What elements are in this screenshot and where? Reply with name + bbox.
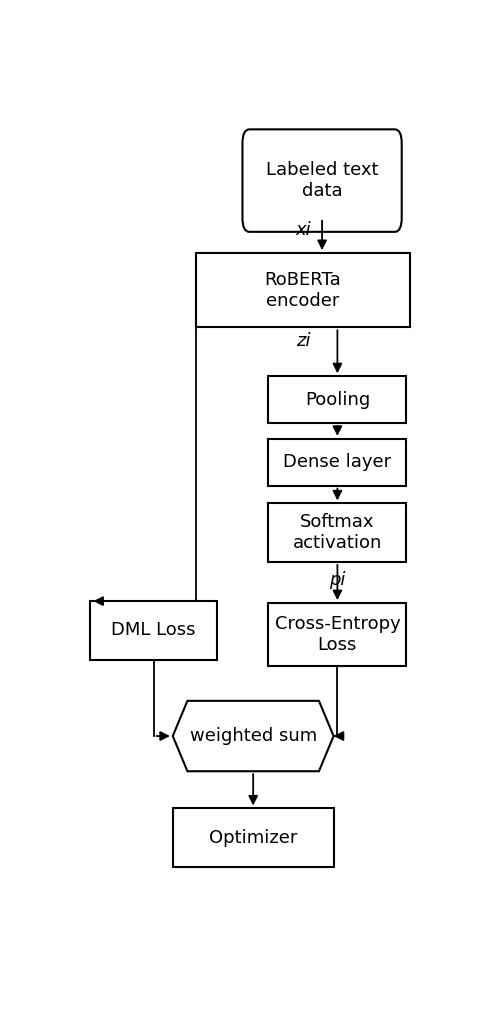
- Text: weighted sum: weighted sum: [190, 727, 317, 745]
- Text: Labeled text
data: Labeled text data: [266, 162, 378, 200]
- Text: Dense layer: Dense layer: [284, 453, 391, 471]
- Bar: [269, 604, 406, 665]
- Bar: [269, 439, 406, 486]
- Text: Cross-Entropy
Loss: Cross-Entropy Loss: [275, 615, 400, 653]
- Text: zi: zi: [296, 332, 310, 350]
- FancyBboxPatch shape: [243, 129, 402, 232]
- Text: RoBERTa
encoder: RoBERTa encoder: [265, 270, 341, 310]
- Text: Optimizer: Optimizer: [209, 829, 297, 846]
- Polygon shape: [173, 701, 333, 771]
- Bar: [269, 376, 406, 423]
- Text: Softmax
activation: Softmax activation: [293, 513, 382, 552]
- Text: DML Loss: DML Loss: [111, 622, 196, 639]
- Bar: [196, 253, 410, 327]
- Text: xi: xi: [295, 220, 311, 239]
- Bar: [269, 503, 406, 562]
- Text: pi: pi: [329, 571, 346, 588]
- Bar: [90, 601, 217, 659]
- Text: Pooling: Pooling: [305, 390, 370, 408]
- Bar: [173, 809, 333, 867]
